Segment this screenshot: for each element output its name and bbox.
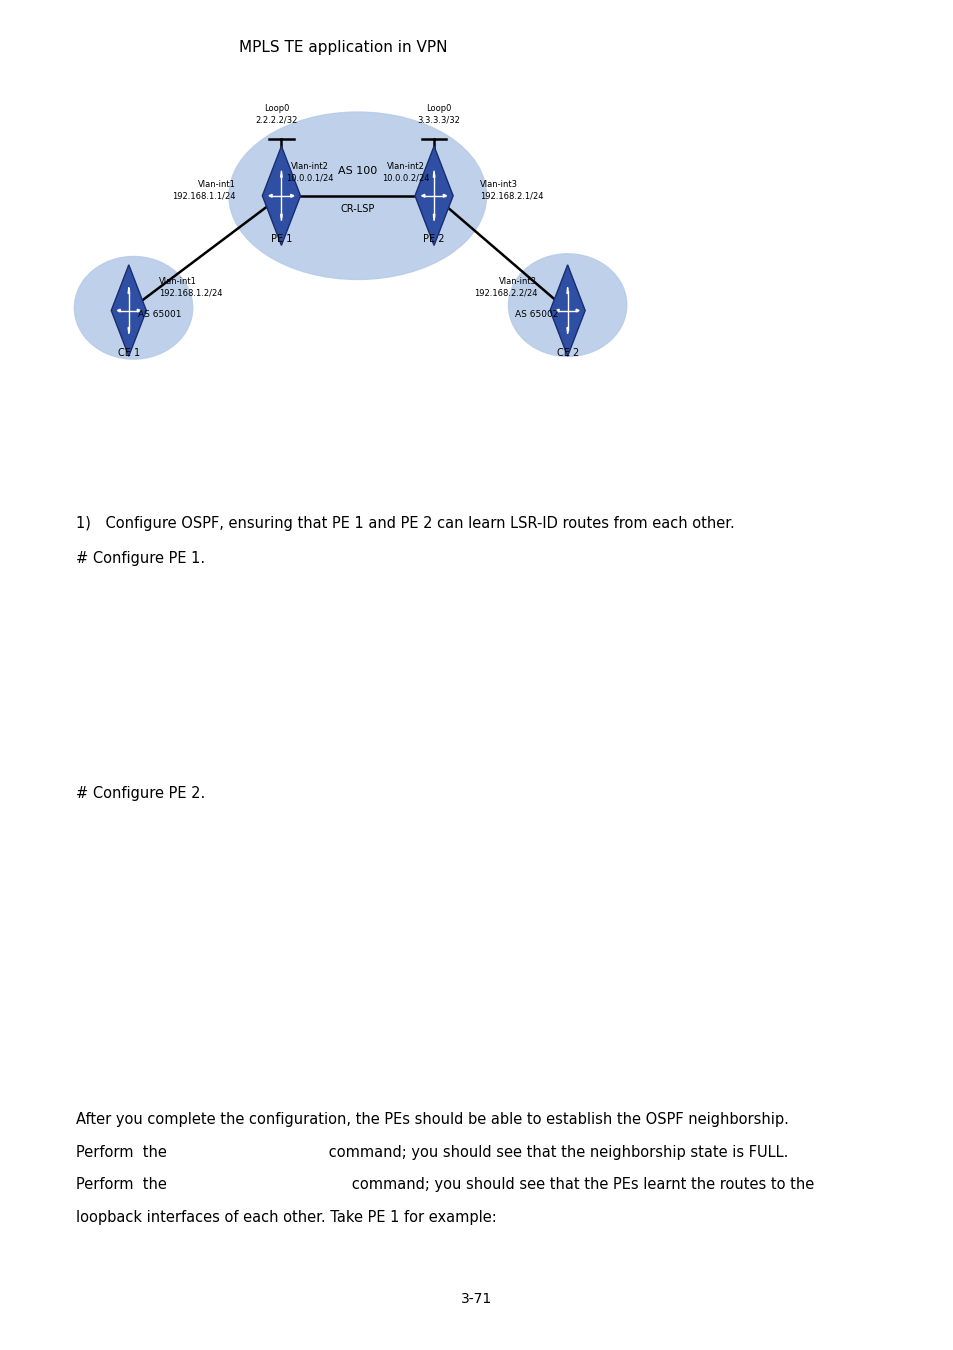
Text: CR-LSP: CR-LSP bbox=[340, 204, 375, 215]
Polygon shape bbox=[433, 170, 435, 177]
Text: Vlan-int3
192.168.2.1/24: Vlan-int3 192.168.2.1/24 bbox=[479, 181, 543, 200]
Polygon shape bbox=[280, 170, 282, 177]
Text: Perform  the                                   command; you should see that the : Perform the command; you should see that… bbox=[76, 1145, 788, 1160]
Polygon shape bbox=[269, 194, 272, 197]
Polygon shape bbox=[112, 265, 146, 356]
Ellipse shape bbox=[508, 254, 626, 356]
Text: Vlan-int1
192.168.1.2/24: Vlan-int1 192.168.1.2/24 bbox=[159, 277, 223, 297]
Text: Loop0
3.3.3.3/32: Loop0 3.3.3.3/32 bbox=[417, 104, 459, 124]
Polygon shape bbox=[556, 309, 558, 312]
Polygon shape bbox=[576, 309, 578, 312]
Polygon shape bbox=[117, 309, 120, 312]
Polygon shape bbox=[433, 215, 435, 221]
Text: 3-71: 3-71 bbox=[461, 1292, 492, 1305]
Polygon shape bbox=[566, 288, 568, 293]
Ellipse shape bbox=[229, 112, 486, 279]
Text: MPLS TE application in VPN: MPLS TE application in VPN bbox=[239, 39, 447, 55]
Text: Loop0
2.2.2.2/32: Loop0 2.2.2.2/32 bbox=[255, 104, 297, 124]
Polygon shape bbox=[128, 328, 130, 333]
Text: # Configure PE 2.: # Configure PE 2. bbox=[76, 786, 205, 801]
Text: CE 1: CE 1 bbox=[117, 348, 140, 358]
Polygon shape bbox=[415, 146, 453, 246]
Polygon shape bbox=[566, 328, 568, 333]
Text: CE 2: CE 2 bbox=[556, 348, 578, 358]
Text: PE 2: PE 2 bbox=[423, 234, 444, 243]
Polygon shape bbox=[128, 288, 130, 293]
Polygon shape bbox=[550, 265, 584, 356]
Polygon shape bbox=[137, 309, 140, 312]
Polygon shape bbox=[443, 194, 446, 197]
Text: PE 1: PE 1 bbox=[271, 234, 292, 243]
Text: AS 65001: AS 65001 bbox=[138, 310, 182, 319]
Polygon shape bbox=[421, 194, 424, 197]
Text: Vlan-int1
192.168.1.1/24: Vlan-int1 192.168.1.1/24 bbox=[172, 181, 235, 200]
Text: Vlan-int3
192.168.2.2/24: Vlan-int3 192.168.2.2/24 bbox=[473, 277, 537, 297]
Text: AS 100: AS 100 bbox=[337, 166, 377, 177]
Text: Perform  the                                        command; you should see that: Perform the command; you should see that bbox=[76, 1177, 814, 1192]
Text: After you complete the configuration, the PEs should be able to establish the OS: After you complete the configuration, th… bbox=[76, 1112, 788, 1127]
Text: # Configure PE 1.: # Configure PE 1. bbox=[76, 551, 205, 566]
Polygon shape bbox=[280, 215, 282, 221]
Polygon shape bbox=[291, 194, 294, 197]
Polygon shape bbox=[262, 146, 300, 246]
Ellipse shape bbox=[74, 256, 193, 359]
Text: Vlan-int2
10.0.0.1/24: Vlan-int2 10.0.0.1/24 bbox=[286, 162, 334, 182]
Text: 1) Configure OSPF, ensuring that PE 1 and PE 2 can learn LSR-ID routes from each: 1) Configure OSPF, ensuring that PE 1 an… bbox=[76, 516, 735, 531]
Text: AS 65002: AS 65002 bbox=[515, 310, 558, 319]
Text: loopback interfaces of each other. Take PE 1 for example:: loopback interfaces of each other. Take … bbox=[76, 1210, 497, 1224]
Text: Vlan-int2
10.0.0.2/24: Vlan-int2 10.0.0.2/24 bbox=[381, 162, 429, 182]
